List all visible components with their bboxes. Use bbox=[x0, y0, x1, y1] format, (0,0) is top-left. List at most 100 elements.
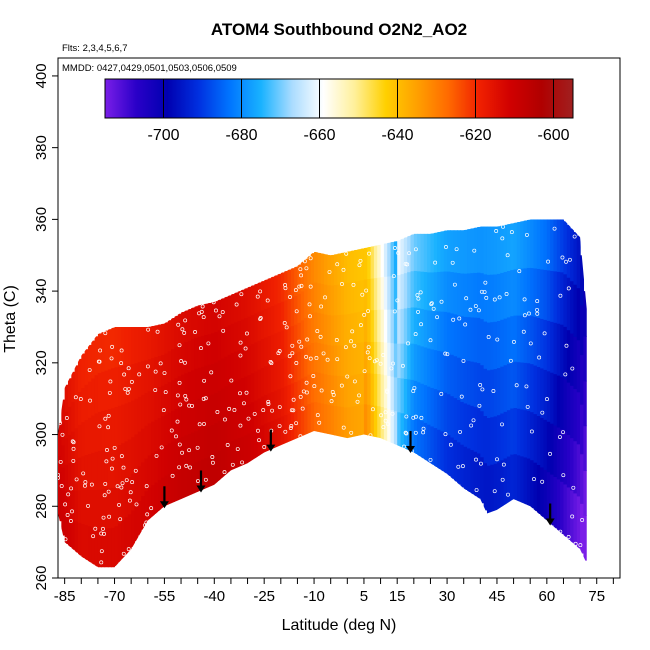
field-cell bbox=[67, 434, 72, 463]
colorbar-tick-label: -640 bbox=[381, 127, 413, 144]
field-cell bbox=[217, 450, 222, 482]
field-cell bbox=[87, 489, 92, 527]
field-cell bbox=[257, 311, 262, 341]
field-cell bbox=[553, 373, 558, 426]
field-cell bbox=[84, 454, 89, 491]
field-cell bbox=[224, 445, 229, 476]
observation-point bbox=[66, 492, 71, 497]
observation-point bbox=[392, 309, 397, 314]
field-cell bbox=[520, 361, 525, 410]
observation-point bbox=[540, 479, 545, 484]
field-cell bbox=[496, 226, 501, 274]
field-cell bbox=[483, 415, 488, 464]
field-cell bbox=[304, 405, 309, 436]
observation-point bbox=[418, 290, 423, 295]
field-cell bbox=[540, 367, 545, 418]
field-cell bbox=[137, 465, 142, 501]
field-cell bbox=[297, 264, 302, 294]
field-cell bbox=[194, 461, 199, 494]
field-cell bbox=[177, 468, 182, 501]
field-cell bbox=[227, 295, 232, 326]
field-cell bbox=[147, 326, 152, 360]
field-cell bbox=[393, 241, 398, 276]
observation-point bbox=[500, 236, 505, 241]
field-cell bbox=[330, 344, 335, 376]
observation-point bbox=[210, 460, 215, 465]
field-cell bbox=[174, 408, 179, 441]
observation-point bbox=[261, 408, 266, 413]
observation-point bbox=[133, 468, 138, 473]
observation-point bbox=[497, 295, 502, 300]
observation-point bbox=[416, 296, 421, 301]
field-cell bbox=[490, 226, 495, 275]
field-cell bbox=[467, 316, 471, 361]
field-cell bbox=[137, 500, 142, 536]
observation-point bbox=[161, 408, 166, 413]
observation-point bbox=[159, 445, 164, 450]
observation-point bbox=[129, 379, 134, 384]
field-cell bbox=[320, 253, 325, 284]
field-cell bbox=[510, 223, 515, 271]
field-cell bbox=[64, 464, 69, 492]
observation-point bbox=[88, 398, 92, 403]
colorbar-gradient bbox=[104, 78, 574, 119]
field-cell bbox=[58, 488, 62, 505]
field-cell bbox=[197, 305, 202, 337]
field-cell bbox=[161, 323, 166, 355]
field-cell bbox=[513, 361, 518, 409]
field-cell bbox=[363, 278, 368, 311]
observation-point bbox=[255, 294, 260, 299]
observation-point bbox=[198, 346, 203, 351]
observation-point bbox=[334, 337, 339, 342]
field-cell bbox=[84, 524, 89, 561]
y-tick-label: 400 bbox=[33, 63, 50, 88]
field-cell bbox=[127, 476, 132, 515]
observation-point bbox=[126, 366, 131, 371]
observation-point bbox=[444, 245, 448, 249]
field-cell bbox=[500, 412, 505, 461]
field-cell bbox=[546, 269, 551, 321]
field-cell bbox=[147, 422, 152, 456]
field-cell bbox=[363, 310, 368, 342]
field-cell bbox=[81, 489, 86, 525]
y-tick-label: 300 bbox=[33, 422, 50, 447]
field-cell bbox=[147, 358, 152, 392]
observation-point bbox=[153, 369, 158, 374]
field-cell bbox=[480, 410, 485, 458]
field-cell bbox=[363, 247, 368, 280]
observation-point bbox=[522, 313, 527, 318]
field-cell bbox=[373, 373, 378, 406]
field-cell bbox=[267, 306, 272, 337]
field-cell bbox=[287, 298, 292, 328]
field-cell bbox=[267, 421, 272, 451]
field-cell bbox=[254, 428, 259, 459]
field-cell bbox=[500, 366, 505, 414]
observation-point bbox=[134, 502, 139, 507]
field-cell bbox=[473, 361, 478, 408]
field-cell bbox=[540, 268, 545, 319]
observation-point bbox=[239, 292, 244, 297]
x-axis-title: Latitude (deg N) bbox=[282, 617, 397, 634]
field-cell bbox=[157, 355, 162, 388]
field-cell bbox=[171, 410, 175, 442]
field-cell bbox=[556, 271, 561, 324]
observation-point bbox=[91, 534, 96, 539]
field-cell bbox=[523, 456, 528, 505]
field-cell bbox=[526, 362, 531, 411]
field-cell bbox=[334, 405, 338, 437]
observation-point bbox=[70, 439, 75, 444]
field-cell bbox=[516, 268, 521, 316]
field-cell bbox=[407, 414, 412, 451]
field-cell bbox=[220, 328, 225, 359]
x-tick-label: -25 bbox=[253, 588, 275, 605]
field-cell bbox=[334, 314, 338, 346]
field-cell bbox=[307, 403, 312, 434]
field-cell bbox=[533, 219, 538, 269]
observation-point bbox=[413, 247, 418, 252]
field-cell bbox=[61, 399, 66, 423]
field-cell bbox=[300, 290, 305, 321]
field-cell bbox=[563, 221, 568, 275]
field-cell bbox=[204, 303, 209, 336]
field-cell bbox=[207, 425, 212, 457]
field-cell bbox=[353, 374, 358, 406]
